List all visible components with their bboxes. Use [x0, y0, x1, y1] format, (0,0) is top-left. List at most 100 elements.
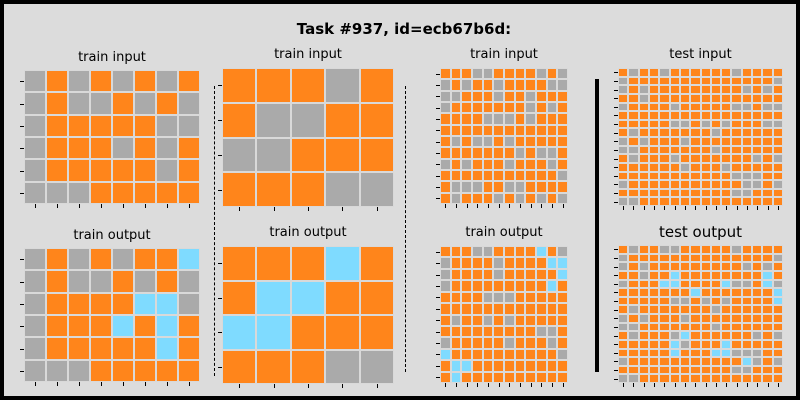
grid-cell: [648, 154, 660, 163]
x-tick: [695, 383, 697, 387]
grid-cell: [659, 279, 670, 289]
y-tick: [20, 259, 24, 261]
grid-cell: [772, 348, 783, 358]
y-tick: [436, 297, 440, 299]
grid-cell: [46, 315, 68, 338]
grid-cell: [752, 154, 763, 163]
grid-cell: [648, 262, 660, 271]
grid-cell: [731, 102, 742, 112]
grid-cell: [156, 248, 178, 271]
grid-cell: [256, 102, 291, 138]
grid-cell: [156, 137, 178, 160]
grid-cell: [546, 147, 558, 159]
y-tick: [614, 193, 618, 195]
grid-cell: [752, 270, 763, 280]
grid-cell: [700, 279, 711, 289]
y-tick: [436, 308, 440, 310]
grid-cell: [504, 158, 515, 170]
x-tick: [101, 382, 102, 386]
grid-cell: [638, 128, 649, 137]
grid-cell: [752, 119, 763, 129]
grid-cell: [156, 292, 178, 315]
grid-cell: [752, 188, 763, 198]
grid-cell: [628, 374, 639, 383]
grid-cell: [222, 68, 257, 103]
grid-cell: [90, 337, 112, 360]
grid-cell: [762, 331, 773, 340]
grid-cell: [721, 270, 732, 280]
grid-cell: [690, 76, 701, 86]
train-output-grid-1: [24, 248, 200, 382]
grid-cell: [461, 79, 472, 91]
grid-cell: [493, 68, 504, 80]
grid-cell: [710, 339, 722, 349]
grid-cell: [669, 374, 680, 383]
grid-cell: [514, 280, 526, 292]
grid-cell: [731, 339, 742, 349]
y-tick: [436, 320, 440, 322]
grid-cell: [514, 124, 526, 136]
grid-cell: [68, 159, 90, 182]
grid-cell: [482, 303, 494, 315]
grid-cell: [690, 188, 701, 198]
grid-cell: [290, 280, 326, 315]
grid-cell: [525, 348, 536, 361]
grid-cell: [504, 246, 515, 258]
grid-cell: [493, 325, 504, 338]
y-tick: [614, 370, 618, 372]
grid-cell: [536, 246, 547, 258]
x-tick: [664, 383, 666, 387]
grid-cell: [679, 288, 691, 297]
grid-cell: [112, 92, 134, 115]
grid-cell: [752, 331, 763, 340]
panel-label: train output: [73, 228, 151, 243]
grid-cell: [700, 197, 711, 206]
x-tick: [623, 383, 625, 387]
grid-cell: [752, 374, 763, 383]
grid-cell: [24, 92, 46, 115]
grid-cell: [450, 113, 462, 125]
grid-cell: [731, 262, 742, 271]
y-tick: [20, 81, 24, 83]
grid-cell: [90, 292, 112, 315]
grid-cell: [628, 357, 639, 366]
grid-cell: [450, 90, 462, 102]
grid-cell: [525, 257, 536, 269]
grid-cell: [628, 279, 639, 289]
y-tick: [436, 274, 440, 276]
grid-cell: [472, 181, 483, 193]
grid-cell: [762, 154, 773, 163]
grid-cell: [461, 124, 472, 136]
grid-cell: [482, 325, 494, 338]
grid-cell: [741, 357, 753, 366]
grid-cell: [710, 128, 722, 137]
grid-cell: [772, 145, 783, 155]
grid-cell: [525, 291, 536, 304]
x-tick: [633, 383, 635, 387]
grid-cell: [450, 68, 462, 80]
grid-cell: [546, 79, 558, 91]
grid-cell: [222, 349, 257, 384]
grid-cell: [440, 314, 451, 326]
grid-cell: [536, 135, 547, 148]
grid-cell: [536, 314, 547, 326]
grid-cell: [536, 158, 547, 170]
grid-cell: [772, 76, 783, 86]
grid-cell: [659, 137, 670, 146]
grid-cell: [46, 270, 68, 293]
grid-cell: [669, 270, 680, 280]
grid-cell: [557, 291, 568, 304]
grid-cell: [752, 305, 763, 314]
grid-cell: [461, 169, 472, 182]
grid-cell: [700, 85, 711, 94]
grid-cell: [700, 162, 711, 172]
grid-cell: [659, 270, 670, 280]
grid-cell: [731, 85, 742, 94]
grid-cell: [710, 288, 722, 297]
grid-cell: [628, 119, 639, 129]
grid-cell: [628, 288, 639, 297]
grid-cell: [741, 245, 753, 254]
grid-cell: [546, 257, 558, 269]
grid-cell: [731, 365, 742, 375]
grid-cell: [536, 360, 547, 372]
